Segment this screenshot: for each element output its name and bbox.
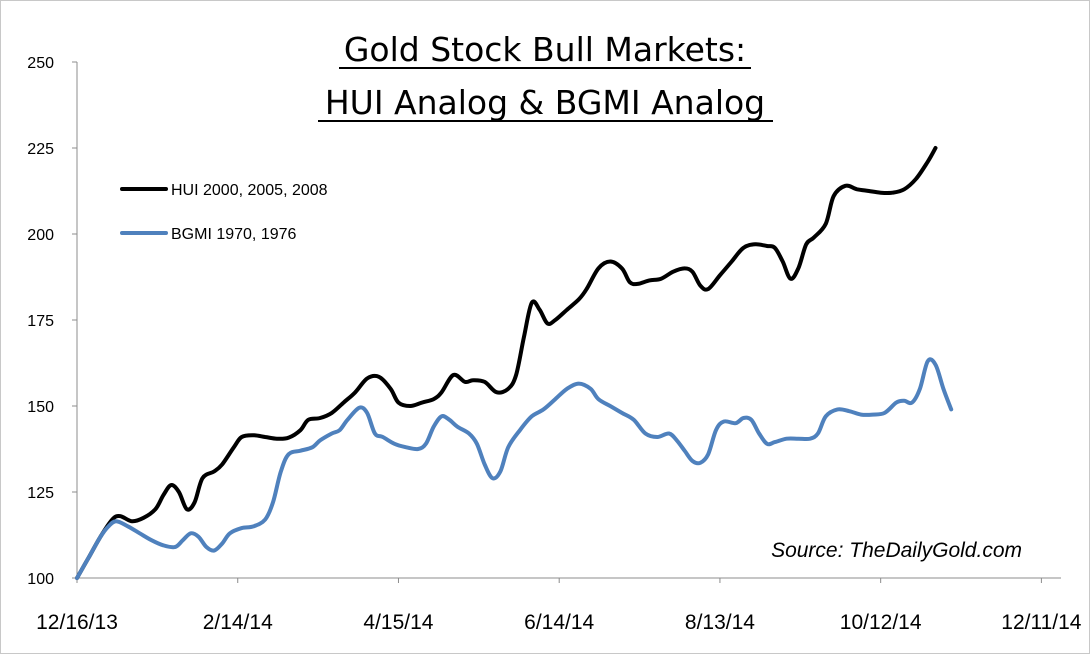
chart-title: Gold Stock Bull Markets: HUI Analog & BG… bbox=[318, 30, 773, 122]
axes bbox=[76, 62, 1061, 579]
y-tick-label: 250 bbox=[27, 55, 54, 72]
source-annotation: Source: TheDailyGold.com bbox=[771, 539, 1022, 562]
x-tick-label: 6/14/14 bbox=[524, 611, 594, 634]
x-tick-label: 2/14/14 bbox=[203, 611, 273, 634]
x-tick-label: 12/16/13 bbox=[36, 611, 118, 634]
y-axis-ticks: 100 125 150 175 200 225 250 bbox=[27, 55, 77, 588]
chart-title-line-1: Gold Stock Bull Markets: bbox=[344, 30, 746, 69]
x-tick-label: 10/12/14 bbox=[840, 611, 922, 634]
series-lines bbox=[75, 146, 954, 580]
y-tick-label: 175 bbox=[27, 313, 54, 330]
series-line-hui bbox=[75, 146, 938, 580]
x-tick-label: 4/15/14 bbox=[363, 611, 433, 634]
y-tick-label: 200 bbox=[27, 227, 54, 244]
legend-label: BGMI 1970, 1976 bbox=[171, 226, 297, 243]
series-line-bgmi bbox=[75, 357, 954, 580]
y-tick-label: 125 bbox=[27, 485, 54, 502]
y-tick-label: 225 bbox=[27, 141, 54, 158]
x-axis-ticks: 12/16/13 2/14/14 4/15/14 6/14/14 8/13/14 10/1… bbox=[36, 578, 1082, 634]
y-tick-label: 100 bbox=[27, 571, 54, 588]
legend: HUI 2000, 2005, 2008 BGMI 1970, 1976 bbox=[120, 182, 328, 243]
x-tick-label: 8/13/14 bbox=[685, 611, 755, 634]
chart-title-line-2: HUI Analog & BGMI Analog bbox=[325, 83, 765, 122]
legend-label: HUI 2000, 2005, 2008 bbox=[171, 182, 328, 199]
x-tick-label: 12/11/14 bbox=[1001, 611, 1082, 634]
y-tick-label: 150 bbox=[27, 399, 54, 416]
